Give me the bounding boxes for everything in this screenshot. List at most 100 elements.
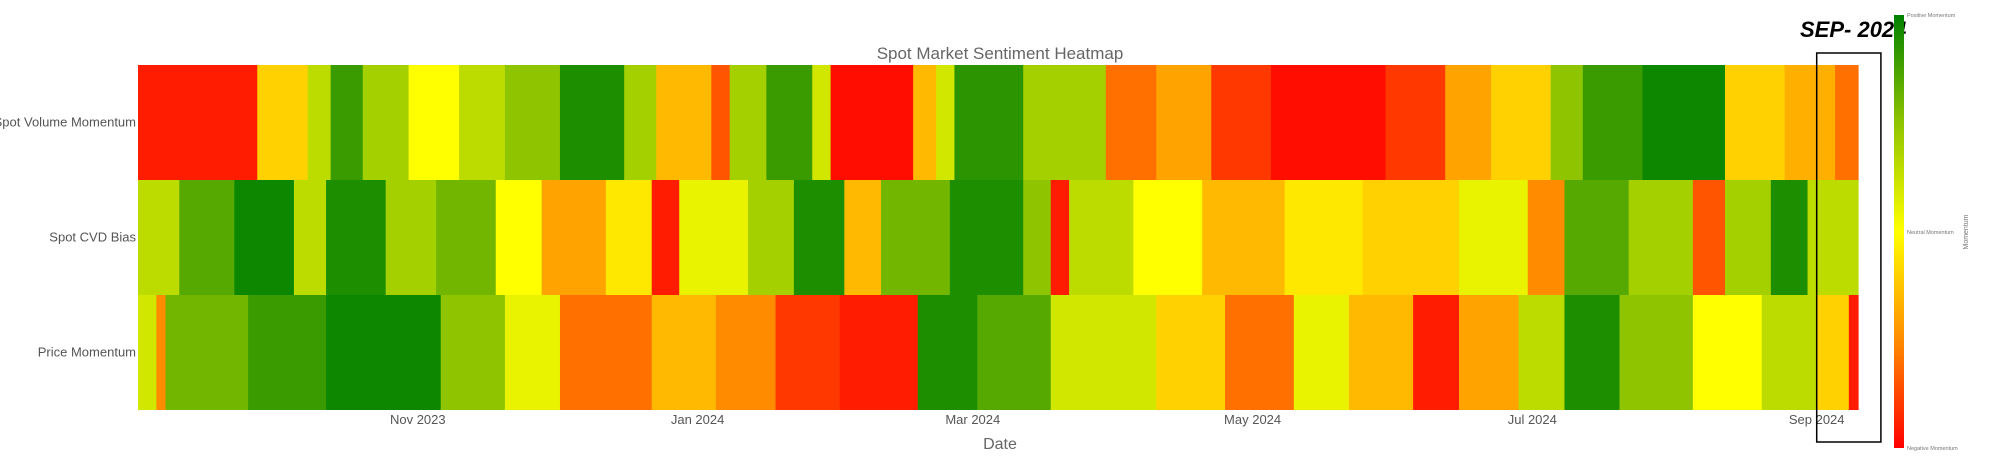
- heatmap-cell: [1619, 295, 1694, 410]
- heatmap-cell: [541, 180, 607, 295]
- row-label: Spot CVD Bias: [49, 230, 136, 245]
- heatmap-cell: [1816, 295, 1850, 410]
- heatmap-cell: [949, 180, 1024, 295]
- heatmap-cell: [881, 180, 951, 295]
- heatmap-cell: [624, 65, 657, 180]
- heatmap-cell: [1385, 65, 1446, 180]
- heatmap-cell: [793, 180, 845, 295]
- heatmap-cell: [559, 65, 625, 180]
- heatmap-cells: [138, 65, 1859, 410]
- heatmap-cell: [1550, 65, 1584, 180]
- heatmap-cell: [1413, 295, 1460, 410]
- heatmap-cell: [1156, 65, 1212, 180]
- heatmap-cell: [1348, 295, 1414, 410]
- heatmap-cell: [1692, 295, 1763, 410]
- heatmap-cell: [977, 295, 1052, 410]
- heatmap-cell: [812, 65, 832, 180]
- heatmap-cell: [307, 65, 332, 180]
- heatmap-cell: [1807, 180, 1859, 295]
- heatmap-cell: [1023, 180, 1052, 295]
- heatmap-cell: [138, 180, 180, 295]
- heatmap-cell: [156, 295, 167, 410]
- heatmap-cell: [830, 65, 914, 180]
- heatmap-cell: [1770, 180, 1809, 295]
- heatmap-cell: [1564, 180, 1630, 295]
- x-tick-label: Jul 2024: [1508, 412, 1557, 427]
- heatmap-cell: [1023, 65, 1107, 180]
- heatmap-cell: [748, 180, 795, 295]
- heatmap-cell: [729, 65, 767, 180]
- annotation-box: [1815, 52, 1882, 443]
- heatmap-cell: [1491, 65, 1552, 180]
- heatmap-cell: [651, 295, 717, 410]
- heatmap-cell: [1564, 295, 1621, 410]
- heatmap-cell: [1784, 65, 1836, 180]
- heatmap-cell: [651, 180, 680, 295]
- heatmap-cell: [385, 180, 437, 295]
- heatmap-cell: [1270, 65, 1387, 180]
- heatmap-cell: [1211, 65, 1272, 180]
- heatmap-cell: [775, 295, 841, 410]
- heatmap-cell: [1156, 295, 1226, 410]
- heatmap-cell: [913, 65, 937, 180]
- heatmap-cell: [1642, 65, 1726, 180]
- heatmap-cell: [1458, 295, 1520, 410]
- heatmap-cell: [605, 180, 653, 295]
- heatmap-cell: [440, 295, 506, 410]
- heatmap-cell: [917, 295, 978, 410]
- heatmap-cell: [1724, 180, 1772, 295]
- heatmap-cell: [1225, 295, 1295, 410]
- heatmap-cell: [1527, 180, 1566, 295]
- heatmap-cell: [1835, 65, 1859, 180]
- heatmap-cell: [1293, 295, 1350, 410]
- heatmap-cell: [362, 65, 410, 180]
- heatmap-cell: [1628, 180, 1694, 295]
- colorbar-top-label: Positive Momentum: [1907, 13, 1956, 19]
- heatmap-cell: [138, 295, 157, 410]
- annotation-label: SEP- 2024: [1800, 17, 1906, 42]
- heatmap-cell: [234, 180, 295, 295]
- heatmap-cell: [165, 295, 249, 410]
- colorbar-bottom-label: Negative Momentum: [1907, 446, 1958, 452]
- heatmap-cell: [1724, 65, 1786, 180]
- heatmap-cell: [679, 180, 749, 295]
- heatmap-cell: [408, 65, 460, 180]
- heatmap-cell: [766, 65, 813, 180]
- row-labels: Spot Volume Momentum Spot CVD Bias Price M…: [0, 115, 136, 360]
- heatmap-cell: [179, 180, 235, 295]
- heatmap-cell: [138, 65, 258, 180]
- row-label: Price Momentum: [38, 345, 136, 360]
- heatmap-cell: [1133, 180, 1203, 295]
- colorbar: [1894, 15, 1904, 448]
- heatmap-cell: [1445, 65, 1492, 180]
- heatmap-cell: [559, 295, 653, 410]
- x-axis-title: Date: [983, 436, 1017, 453]
- heatmap-cell: [715, 295, 777, 410]
- heatmap-cell: [1582, 65, 1644, 180]
- heatmap-cell: [954, 65, 1024, 180]
- x-tick-label: May 2024: [1224, 412, 1281, 427]
- heatmap-cell: [293, 180, 327, 295]
- row-label: Spot Volume Momentum: [0, 115, 136, 130]
- heatmap-cell: [1848, 295, 1859, 410]
- heatmap-cell: [504, 65, 561, 180]
- heatmap-cell: [1202, 180, 1286, 295]
- heatmap-cell: [1362, 180, 1460, 295]
- heatmap-cell: [1284, 180, 1364, 295]
- heatmap-cell: [504, 295, 561, 410]
- x-axis-ticks: Nov 2023 Jan 2024 Mar 2024 May 2024 Jul 2024…: [390, 412, 1845, 427]
- heatmap-cell: [936, 65, 956, 180]
- heatmap-cell: [248, 295, 327, 410]
- heatmap-cell: [656, 65, 712, 180]
- heatmap-cell: [1105, 65, 1157, 180]
- heatmap-cell: [330, 65, 364, 180]
- heatmap-cell: [1518, 295, 1566, 410]
- heatmap-cell: [1458, 180, 1529, 295]
- x-tick-label: Nov 2023: [390, 412, 446, 427]
- heatmap-cell: [326, 180, 387, 295]
- x-tick-label: Jan 2024: [671, 412, 725, 427]
- heatmap-cell: [495, 180, 543, 295]
- heatmap-cell: [844, 180, 882, 295]
- heatmap-cell: [326, 295, 442, 410]
